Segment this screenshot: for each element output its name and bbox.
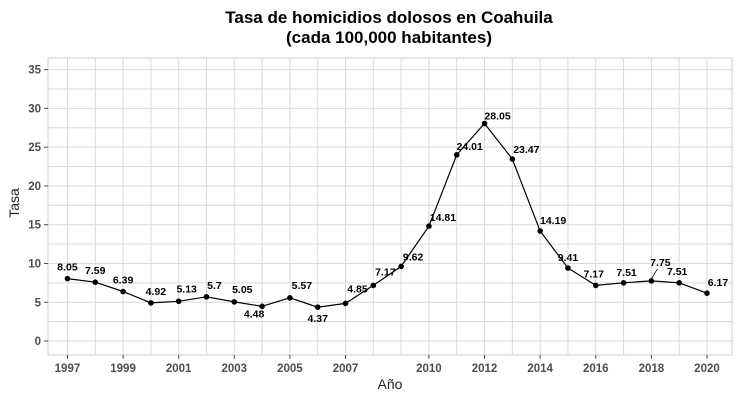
data-point: [259, 303, 265, 310]
data-labels: 8.05 7.59 6.39 4.92 5.13 5.7 5.05 4.48 5.57 4.37 4…: [57, 111, 728, 326]
y-tick-label: 20: [28, 181, 41, 193]
data-label: 4.92: [146, 286, 167, 298]
y-tick-label: 10: [28, 258, 41, 270]
x-tick-label: 2020: [694, 363, 720, 375]
x-tick-label: 2012: [472, 363, 498, 375]
data-label: 28.05: [484, 111, 510, 123]
data-label: 7.59: [85, 265, 106, 277]
data-point: [64, 275, 71, 282]
data-label: 23.47: [513, 144, 539, 156]
data-point: [565, 265, 571, 271]
data-label: 5.7: [207, 280, 222, 292]
data-point: [398, 263, 404, 270]
data-point: [92, 279, 99, 285]
data-point: [592, 282, 599, 289]
data-point: [704, 290, 710, 296]
data-label: 4.85: [347, 283, 368, 295]
data-label: 6.17: [708, 277, 729, 289]
data-label: 14.19: [540, 215, 566, 227]
y-tick-label: 0: [35, 336, 41, 348]
data-label: 4.48: [244, 308, 265, 320]
y-tick-label: 5: [35, 297, 42, 309]
x-tick-label: 2001: [166, 363, 192, 375]
y-tick-label: 30: [28, 103, 41, 115]
plot-frame: [47, 57, 733, 356]
y-tick-label: 35: [28, 65, 41, 77]
data-point: [453, 152, 460, 158]
data-point: [148, 300, 154, 306]
y-axis-label: Tasa: [6, 188, 22, 218]
data-point: [426, 223, 432, 229]
label-leader-line-2018: [651, 268, 658, 280]
data-label: 14.81: [430, 212, 456, 224]
y-tick-label: 15: [28, 220, 41, 232]
data-point: [203, 294, 210, 300]
data-label: 8.05: [57, 262, 78, 274]
data-label: 5.13: [176, 283, 197, 295]
data-point: [287, 295, 293, 301]
data-label: 7.51: [667, 266, 688, 278]
chart-title-line-2: (cada 100,000 habitantes): [286, 28, 492, 47]
x-tick-label: 2018: [639, 363, 665, 375]
data-point: [175, 298, 182, 305]
series-line: [67, 122, 708, 308]
x-axis-label: Año: [378, 376, 403, 392]
x-tick-label: 1999: [110, 363, 136, 375]
chart-title-line-1: Tasa de homicidios dolosos en Coahuila: [225, 8, 553, 27]
x-tick-label: 2014: [527, 363, 553, 375]
data-point: [314, 304, 321, 310]
x-tick-label: 1997: [55, 363, 81, 375]
data-label: 7.17: [375, 266, 396, 278]
data-point: [120, 288, 126, 295]
data-point: [537, 228, 543, 234]
data-point: [648, 278, 655, 284]
grid: [48, 58, 732, 355]
data-point: [481, 120, 488, 127]
data-label: 7.75: [650, 257, 671, 269]
data-point: [342, 300, 349, 307]
data-label: 7.51: [616, 267, 637, 279]
data-label: 9.62: [403, 251, 424, 263]
data-label: 5.05: [232, 284, 253, 296]
data-label: 6.39: [113, 274, 134, 286]
y-tick-label: 25: [28, 142, 41, 154]
x-tick-label: 2005: [277, 363, 303, 375]
y-axis-ticks: 0 5 10 15 20 25 30 35: [28, 65, 48, 348]
x-tick-label: 2003: [221, 363, 247, 375]
data-point: [620, 280, 627, 286]
data-point: [370, 282, 377, 289]
data-label: 24.01: [457, 141, 483, 153]
x-tick-label: 2010: [416, 363, 442, 375]
x-tick-label: 2016: [583, 363, 609, 375]
x-axis-ticks: 1997 1999 2001 2003 2005 2007 2010 2012 2014 2016…: [55, 355, 720, 375]
data-label: 7.17: [584, 268, 605, 280]
data-label: 9.41: [558, 252, 579, 264]
data-point: [509, 156, 516, 162]
data-point: [676, 280, 682, 286]
data-points: [64, 120, 710, 310]
data-point: [231, 299, 238, 305]
x-tick-label: 2007: [333, 363, 359, 375]
data-label: 4.37: [307, 313, 328, 325]
data-label: 5.57: [292, 280, 313, 292]
